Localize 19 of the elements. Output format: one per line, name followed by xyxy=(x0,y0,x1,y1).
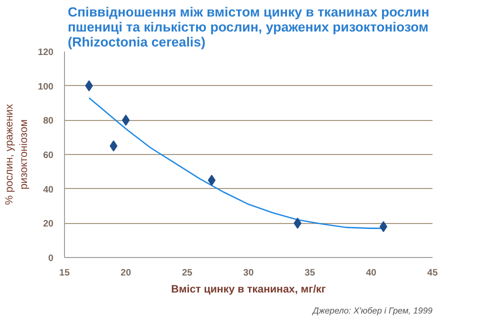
x-tick-label: 15 xyxy=(59,268,70,278)
x-tick-label: 20 xyxy=(120,268,132,278)
x-axis-title: Вміст цинку в тканинах, мг/кг xyxy=(171,284,326,296)
chart-title: Співвідношення між вмістом цинку в тканинах рослин пшениці та кількістю рослин, уражених ризоктоніозом (Rhizoctonia cerealis) xyxy=(68,4,430,50)
x-tick-label: 40 xyxy=(366,268,376,278)
text: Джерело: Х'юбер і Грем, 1999 xyxy=(312,306,433,316)
point xyxy=(208,174,216,186)
y-tick-label: 80 xyxy=(43,116,54,126)
y-tick-label: 120 xyxy=(38,47,54,57)
y-tick-label: 0 xyxy=(48,253,54,263)
x-tick-label: 45 xyxy=(427,268,438,278)
y-axis-title: % рослин, уражених ризоктоніозом xyxy=(4,103,30,205)
y-tick-label: 100 xyxy=(38,81,54,92)
x-tick-label: 30 xyxy=(243,268,254,278)
y-tick-label: 40 xyxy=(43,184,54,194)
x-tick-label: 25 xyxy=(182,268,192,278)
y-tick-label: 60 xyxy=(43,150,54,160)
x-tick-label: 35 xyxy=(304,268,316,278)
y-tick-label: 20 xyxy=(43,218,54,229)
